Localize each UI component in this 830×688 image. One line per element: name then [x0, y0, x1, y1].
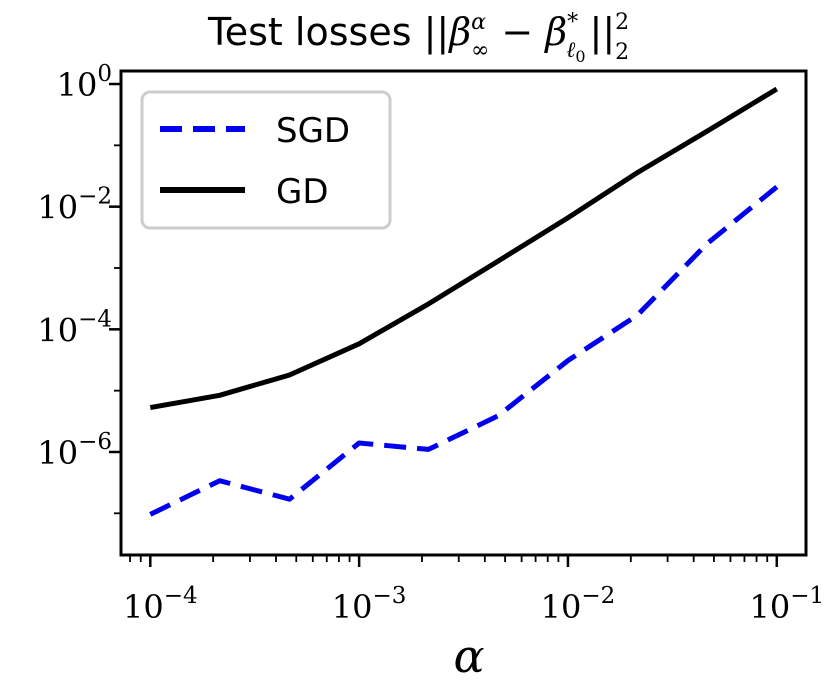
- tick-label-group: 10−4 10−3 10−2 10−1 10−6 10−4 10−2 100: [37, 61, 824, 626]
- legend-box: [140, 90, 392, 230]
- chart-title-beta1-sup: α: [471, 10, 486, 35]
- chart-title-beta2-sub: ℓ: [566, 38, 576, 63]
- y-tick-label: 10−4: [37, 306, 112, 349]
- legend: SGD GD: [140, 90, 392, 230]
- chart-title: Test losses ||βα ∞ − β* ℓ0||2 2: [207, 10, 629, 66]
- plot-frame: [119, 69, 808, 557]
- series-sgd-line: [149, 184, 779, 517]
- x-tick-label: 10−2: [541, 583, 616, 626]
- y-tick-label: 10−6: [37, 429, 112, 472]
- tick-group: [109, 82, 779, 567]
- series-group: [149, 86, 779, 517]
- chart-title-beta1: β: [447, 10, 471, 54]
- chart-title-beta2: β: [543, 10, 567, 54]
- y-tick-label: 100: [57, 61, 112, 104]
- chart-title-beta2-sub-sub: 0: [575, 47, 585, 66]
- chart-title-norm-sup: 2: [615, 10, 629, 35]
- chart-title-norm-sub: 2: [615, 40, 629, 65]
- legend-gd-label: GD: [276, 172, 329, 212]
- series-gd-line: [149, 86, 779, 411]
- chart-title-prefix: Test losses ||: [207, 10, 449, 55]
- x-tick-label: 10−4: [123, 583, 198, 626]
- chart-title-minus: −: [501, 10, 533, 54]
- y-tick-label: 10−2: [37, 184, 112, 227]
- chart-title-beta1-sub: ∞: [471, 38, 489, 63]
- chart-title-beta2-sup: *: [567, 10, 578, 35]
- x-tick-label: 10−1: [749, 583, 824, 626]
- x-axis-label: α: [453, 629, 484, 683]
- chart-title-norm: ||: [590, 10, 616, 55]
- x-tick-label: 10−3: [332, 583, 407, 626]
- legend-sgd-label: SGD: [276, 111, 350, 151]
